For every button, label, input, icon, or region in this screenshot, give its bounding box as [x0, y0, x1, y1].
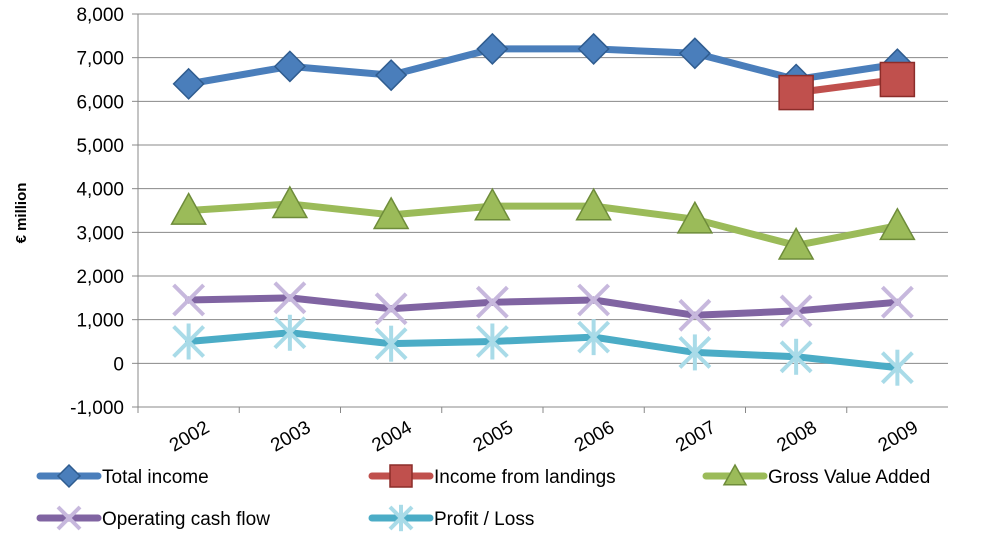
y-tick-label: 2,000: [76, 267, 124, 288]
legend-item: Gross Value Added: [702, 463, 930, 488]
legend-marker: [56, 505, 82, 531]
legend-marker: [722, 463, 748, 486]
series-profit-loss: [172, 314, 914, 386]
data-point: [779, 294, 813, 328]
y-tick-label: 8,000: [76, 5, 124, 26]
data-point: [577, 319, 611, 356]
y-tick-label: 4,000: [76, 180, 124, 201]
data-point: [678, 37, 711, 70]
data-point: [375, 59, 408, 92]
data-point: [273, 314, 307, 351]
data-point: [879, 207, 916, 241]
y-tick-label: 0: [113, 354, 124, 375]
legend-label: Operating cash flow: [102, 509, 270, 530]
series-income-from-landings: [778, 61, 916, 111]
legend-item: Profit / Loss: [368, 504, 534, 532]
data-point: [577, 283, 611, 317]
series-line: [185, 200, 901, 249]
legend-label: Profit / Loss: [434, 509, 534, 530]
data-point: [778, 74, 814, 111]
data-point: [678, 298, 712, 332]
x-tick-label: 2002: [166, 417, 213, 456]
x-tick-label: 2004: [369, 417, 416, 457]
data-point: [879, 61, 916, 98]
y-tick-label: 7,000: [76, 49, 124, 70]
series-operating-cash-flow: [172, 281, 914, 332]
data-point: [577, 32, 610, 65]
data-point: [476, 32, 509, 65]
series-line: [185, 329, 901, 372]
legend-label: Total income: [102, 467, 209, 488]
y-axis-label: € million: [13, 183, 30, 244]
data-point: [172, 67, 205, 100]
y-tick-label: 6,000: [76, 92, 124, 113]
legend-marker: [389, 464, 413, 488]
x-axis-tick-labels: 2002 2003 2004 2005 2006 2007 2008 2009: [137, 407, 922, 457]
x-tick-label: 2005: [470, 417, 517, 456]
legend-item: Total income: [36, 463, 209, 489]
data-point: [777, 226, 815, 260]
data-point: [271, 185, 309, 219]
data-point: [779, 338, 813, 375]
data-point: [474, 187, 511, 221]
data-point: [475, 285, 509, 319]
y-tick-label: 5,000: [76, 136, 124, 157]
data-point: [475, 323, 509, 360]
legend-item: Operating cash flow: [36, 505, 270, 531]
data-point: [880, 349, 914, 386]
legend: Total income Income from landings Gross Va…: [36, 463, 930, 532]
data-point: [372, 196, 410, 230]
y-tick-label: -1,000: [70, 398, 124, 419]
series-gross-value-added: [170, 185, 916, 260]
x-tick-label: 2009: [875, 417, 922, 456]
x-tick-label: 2003: [267, 417, 314, 456]
data-point: [374, 292, 408, 326]
legend-marker: [388, 504, 414, 532]
data-point: [273, 281, 307, 315]
data-point: [374, 325, 408, 362]
legend-item: Income from landings: [368, 464, 616, 488]
data-point: [172, 283, 206, 317]
data-point: [880, 285, 914, 319]
data-point: [575, 187, 612, 221]
data-point: [678, 334, 712, 371]
series-line: [185, 294, 901, 319]
data-point: [172, 323, 206, 360]
data-point: [676, 200, 714, 234]
y-tick-label: 3,000: [76, 223, 124, 244]
data-point: [170, 191, 207, 225]
legend-marker: [56, 463, 82, 489]
legend-label: Income from landings: [434, 467, 616, 488]
series-group: [170, 32, 916, 386]
x-tick-label: 2007: [672, 417, 719, 456]
legend-label: Gross Value Added: [768, 467, 930, 488]
y-tick-label: 1,000: [76, 311, 124, 332]
y-axis-tick-labels: -1,000 0 1,000 2,000 3,000 4,000 5,000 6,000 7,0…: [70, 5, 124, 419]
x-tick-label: 2006: [571, 417, 618, 456]
x-tick-label: 2008: [774, 417, 821, 456]
data-point: [273, 50, 306, 83]
